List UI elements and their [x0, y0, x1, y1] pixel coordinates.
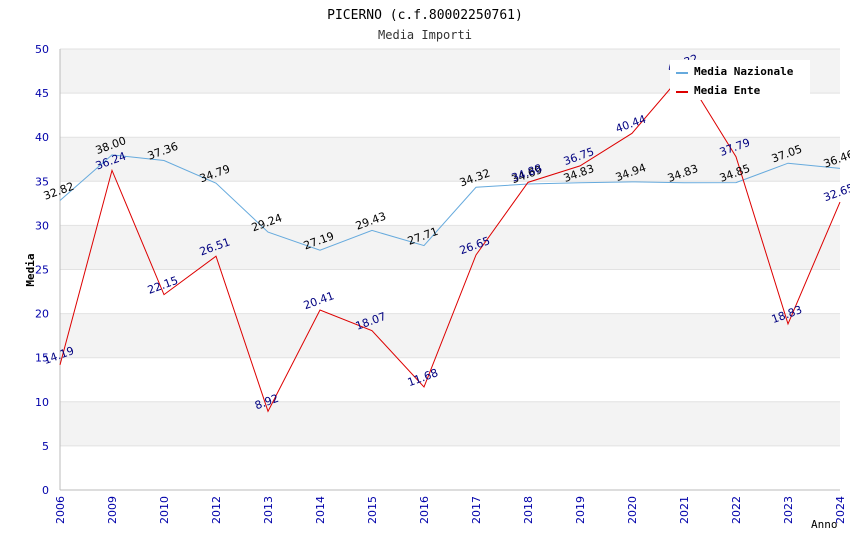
x-tick-label: 2013 — [262, 496, 275, 524]
x-tick-label: 2022 — [730, 496, 743, 524]
data-label: 32.65 — [822, 181, 850, 204]
x-tick-label: 2021 — [678, 496, 691, 524]
axes — [59, 49, 840, 491]
series-line-ente — [59, 71, 841, 413]
data-label: 20.41 — [302, 289, 336, 312]
series-line-nazionale — [59, 154, 841, 251]
x-tick-label: 2010 — [158, 496, 171, 524]
x-tick-label: 2024 — [834, 496, 847, 524]
y-tick-label: 20 — [35, 308, 49, 321]
data-label: 22.15 — [146, 274, 180, 297]
x-axis-ticks: 2006 2009 2010 2012 2013 2014 2015 2016 2017 2018… — [54, 496, 847, 524]
x-tick-label: 2023 — [782, 496, 795, 524]
x-tick-label: 2014 — [314, 496, 327, 524]
legend: Media Nazionale Media Ente — [670, 60, 810, 100]
y-tick-label: 50 — [35, 43, 49, 56]
y-tick-label: 40 — [35, 131, 49, 144]
x-tick-label: 2019 — [574, 496, 587, 524]
series-layer — [59, 71, 841, 413]
chart-title: PICERNO (c.f.80002250761) — [327, 8, 523, 23]
x-tick-label: 2006 — [54, 496, 67, 524]
legend-box — [670, 60, 810, 100]
x-tick-label: 2016 — [418, 496, 431, 524]
legend-label-ente: Media Ente — [694, 84, 761, 97]
x-tick-label: 2015 — [366, 496, 379, 524]
y-tick-label: 15 — [35, 352, 49, 365]
y-axis-ticks: 0 5 10 15 20 25 30 35 40 45 50 — [35, 43, 49, 497]
data-label: 14.19 — [42, 344, 76, 367]
x-tick-label: 2020 — [626, 496, 639, 524]
y-tick-label: 0 — [42, 484, 49, 497]
y-tick-label: 35 — [35, 175, 49, 188]
x-tick-label: 2009 — [106, 496, 119, 524]
chart-subtitle: Media Importi — [378, 28, 472, 42]
data-label: 40.44 — [614, 113, 648, 136]
x-tick-label: 2012 — [210, 496, 223, 524]
grid-band — [60, 401, 840, 446]
y-tick-label: 10 — [35, 396, 49, 409]
y-tick-label: 30 — [35, 219, 49, 232]
y-tick-label: 45 — [35, 87, 49, 100]
legend-label-nazionale: Media Nazionale — [694, 65, 794, 78]
grid-bands — [60, 49, 840, 446]
y-tick-label: 5 — [42, 440, 49, 453]
y-tick-label: 25 — [35, 264, 49, 277]
x-tick-label: 2017 — [470, 496, 483, 524]
grid-band — [60, 225, 840, 270]
grid-band — [60, 137, 840, 182]
x-axis-label: Anno — [811, 518, 838, 531]
x-tick-label: 2018 — [522, 496, 535, 524]
y-axis-label: Media — [24, 253, 37, 286]
grid-lines — [60, 48, 840, 491]
